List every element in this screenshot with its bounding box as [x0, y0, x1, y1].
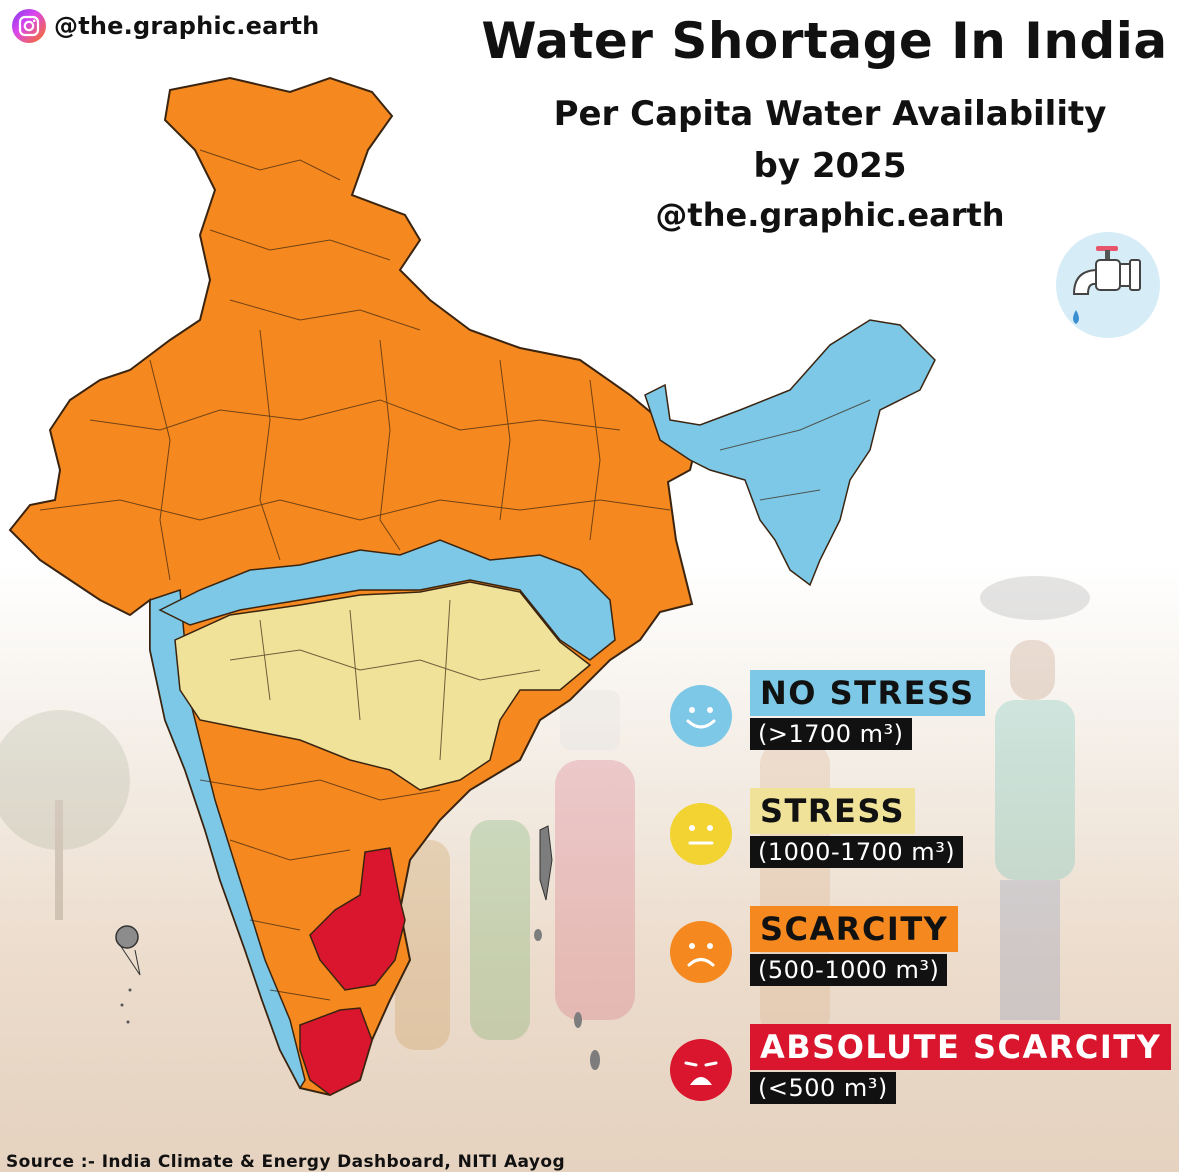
district-borders — [39, 149, 871, 1001]
sad-face-icon — [668, 919, 734, 985]
map-region-absolute-scarcity-south — [299, 1007, 373, 1096]
map-region-absolute-scarcity-north — [309, 847, 406, 991]
legend-range: (500-1000 m³) — [750, 954, 948, 986]
happy-face-icon — [668, 683, 734, 749]
crying-face-icon — [668, 1037, 734, 1103]
water-tap-icon — [1056, 232, 1160, 338]
subtitle: Per Capita Water Availability by 2025 — [480, 88, 1179, 192]
india-water-map — [8, 76, 936, 1097]
legend-label: SCARCITY — [750, 906, 959, 952]
map-region-no-stress-west-coast — [149, 588, 306, 1090]
legend-range: (<500 m³) — [750, 1072, 896, 1104]
subtitle-line-2: by 2025 — [753, 146, 907, 186]
legend-range: (1000-1700 m³) — [750, 836, 964, 868]
source-caption: Source :- India Climate & Energy Dashboa… — [6, 1152, 566, 1172]
subtitle-handle: @the.graphic.earth — [655, 196, 1005, 234]
map-region-no-stress-northeast — [644, 319, 936, 587]
legend-range: (>1700 m³) — [750, 718, 912, 750]
page-title: Water Shortage In India — [481, 12, 1168, 70]
subtitle-line-1: Per Capita Water Availability — [553, 94, 1107, 134]
neutral-face-icon — [668, 801, 734, 867]
legend-label: STRESS — [750, 788, 916, 834]
legend-label: NO STRESS — [750, 670, 985, 716]
map-region-no-stress-central — [158, 539, 616, 661]
instagram-icon — [12, 9, 46, 43]
handle-text: @the.graphic.earth — [54, 12, 320, 40]
instagram-handle[interactable]: @the.graphic.earth — [12, 9, 319, 43]
lakshadweep-islands — [115, 925, 141, 1024]
map-region-stress — [174, 581, 592, 791]
legend-label: ABSOLUTE SCARCITY — [750, 1024, 1172, 1070]
andaman-islands — [534, 825, 600, 1070]
